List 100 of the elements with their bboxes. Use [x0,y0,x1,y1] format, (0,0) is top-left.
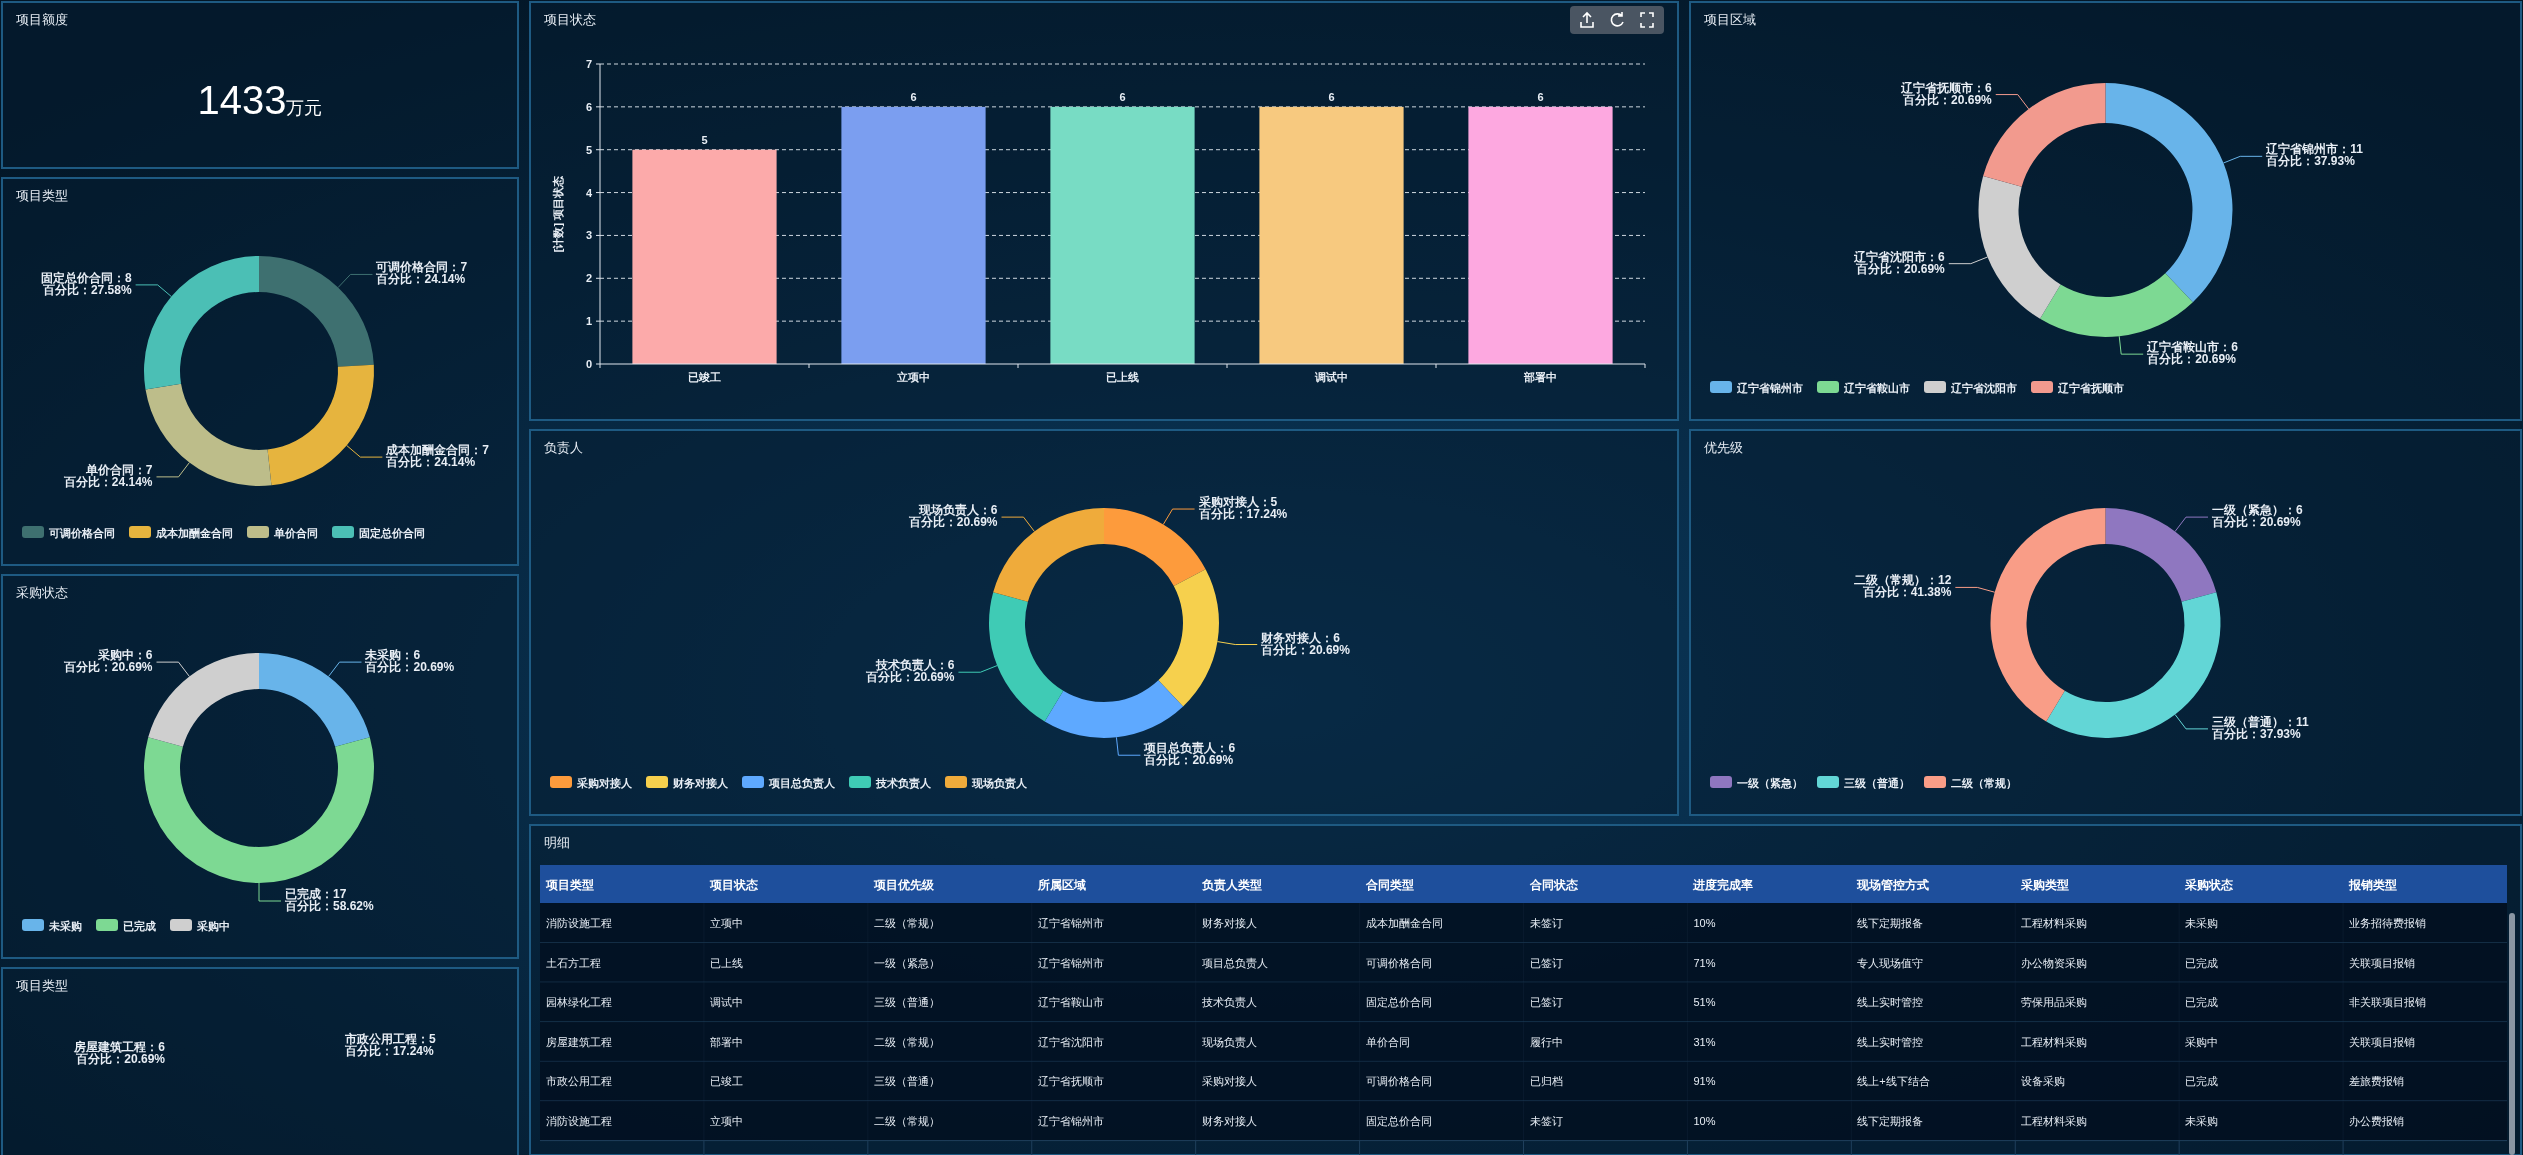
text: 可调价格合同 [1365,1075,1432,1088]
category-label: 项目类型 [545,878,594,892]
text: 明细 [544,835,570,850]
legend-label: 单价合同 [273,527,318,539]
text: 三级（普通） [873,1075,940,1088]
text: 线上实时管控 [1857,1035,1924,1048]
data-label: 已完成：17 百分比：58.62% [284,887,375,913]
text: 二级（常规） [873,917,940,929]
text: 差旅费报销 [2349,1075,2405,1088]
text: 财务对接人 [1201,917,1257,929]
text: 已完成 [2185,1075,2219,1088]
text: 工程材料采购 [2021,917,2088,929]
text: 固定总价合同 [1365,996,1432,1009]
text: 市政公用工程：5 百分比：17.24% [344,1032,436,1058]
text: 辽宁省抚顺市 [1037,1075,1104,1088]
y-tick-label: 0 [585,358,592,370]
text: 已签订 [1529,956,1563,969]
category-label: 负责人类型 [1200,878,1262,892]
y-axis-title: [计数] 项目状态 [552,174,564,253]
text: 线上+线下结合 [1857,1075,1930,1088]
data-label: 采购中：6 百分比：20.69% [62,648,153,675]
text: 消防设施工程 [546,917,612,929]
legend-label: 现场负责人 [971,777,1028,790]
x-tick-label: 已上线 [1106,371,1139,383]
text: 辽宁省鞍山市 [1037,996,1104,1009]
text: 51% [1693,996,1716,1009]
text: 已签订 [1529,996,1563,1009]
text: 调试中 [709,996,743,1009]
text: 关联项目报销 [2349,956,2416,969]
category-label: 所属区域 [1036,878,1086,892]
data-label: 现场负责人：6 百分比：20.69% [907,503,998,530]
text: 91% [1693,1075,1716,1088]
data-label: 辽宁省锦州市：11 百分比：37.93% [2265,142,2364,169]
legend-label: 已完成 [123,920,156,932]
data-label: 一级（紧急）：6 百分比：20.69% [2210,503,2303,530]
text: 关联项目报销 [2349,1035,2416,1048]
text: 履行中 [1529,1035,1563,1048]
text: 三级（普通） [873,996,940,1009]
text: 项目类型 [16,978,68,993]
category-label: 现场管控方式 [1856,878,1930,892]
text: 二级（常规） [873,1035,940,1048]
x-tick-label: 已竣工 [688,371,721,383]
text: 消防设施工程 [546,1115,612,1127]
text: 设备采购 [2021,1075,2066,1088]
text: 固定总价合同 [1365,1115,1432,1127]
text: 辽宁省锦州市 [1037,917,1104,929]
text: 土石方工程 [546,956,601,969]
text: 已归档 [1529,1075,1563,1088]
y-tick-label: 7 [585,58,592,70]
y-tick-label: 2 [585,272,592,285]
data-label: 二级（常规）：12 百分比：41.38% [1853,573,1952,600]
data-label: 技术负责人：6 百分比：20.69% [864,658,955,685]
category-label: 报销类型 [2348,878,2398,892]
text: 未签订 [1529,917,1563,929]
data-label: 财务对接人：6 百分比：20.69% [1260,630,1351,657]
legend-label: 采购对接人 [576,777,633,790]
text: 工程材料采购 [2021,1035,2088,1048]
text: 单价合同 [1365,1035,1410,1048]
text: 未采购 [2185,1115,2219,1127]
text: 房屋建筑工程：6 百分比：20.69% [73,1040,166,1066]
text: 技术负责人 [1201,996,1257,1009]
y-tick-label: 1 [585,315,592,328]
text: 已完成 [2185,996,2219,1009]
text: 已上线 [709,956,743,969]
text: 二级（常规） [873,1115,940,1127]
legend-label: 辽宁省沈阳市 [1950,382,2017,394]
category-label: 合同状态 [1528,878,1579,892]
text: 园林绿化工程 [546,996,612,1009]
text: 线下定期报备 [1857,917,1924,929]
text: 办公费报销 [2349,1115,2405,1127]
text: 成本加酬金合同 [1365,917,1443,929]
text: 线下定期报备 [1857,1115,1924,1127]
text: 已竣工 [709,1075,743,1088]
category-label: 采购类型 [2020,878,2070,892]
text: 一级（紧急） [873,956,940,969]
category-label: 项目状态 [708,878,759,892]
legend-label: 辽宁省鞍山市 [1843,382,1910,394]
chart-title: 项目状态 [544,12,596,27]
donut-slice [259,256,374,367]
text: 辽宁省锦州市 [1037,1115,1104,1127]
text: 采购对接人 [1201,1075,1257,1088]
legend-label: 财务对接人 [672,777,729,790]
text: 办公物资采购 [2021,956,2088,969]
data-label: 辽宁省沈阳市：6 百分比：20.69% [1853,249,1946,276]
data-label: 5 [701,133,708,146]
legend-label: 成本加酬金合同 [155,527,233,539]
text: 已完成 [2185,956,2219,969]
chart-title: 采购状态 [16,585,68,600]
y-tick-label: 4 [585,186,593,199]
text: 市政公用工程 [546,1075,612,1088]
data-label: 辽宁省鞍山市：6 百分比：20.69% [2146,340,2239,367]
data-label: 6 [1537,90,1544,103]
legend-label: 辽宁省锦州市 [1736,382,1803,394]
text: 财务对接人 [1201,1115,1257,1127]
data-label: 6 [1328,90,1335,103]
legend-label: 固定总价合同 [359,527,425,539]
data-label: 项目总负责人：6 百分比：20.69% [1143,741,1236,768]
text: 立项中 [709,1115,743,1127]
text: 现场负责人 [1201,1035,1257,1048]
text: 线上实时管控 [1857,996,1924,1009]
